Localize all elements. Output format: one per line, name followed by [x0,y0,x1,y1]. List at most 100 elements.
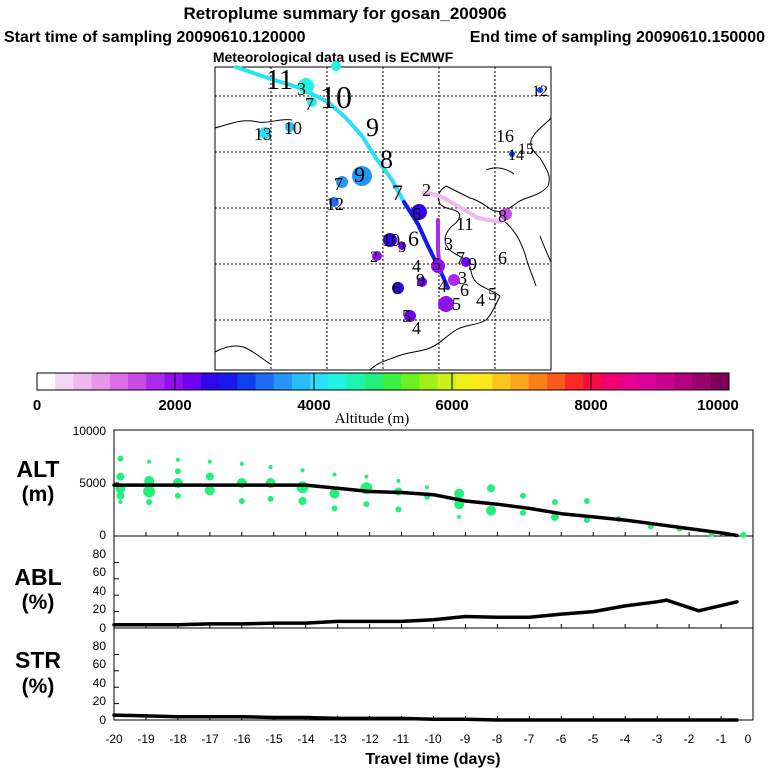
str-series-line [112,713,739,722]
map-label: 16 [496,126,514,146]
map-label: 12 [326,194,344,214]
alt-cluster-point [364,474,369,479]
abl-series-line [112,598,739,627]
alt-cluster-point [457,514,462,519]
colorbar-cell [565,373,584,390]
map-marker [298,78,314,94]
map-label: 11 [266,65,293,96]
alt-cluster-point [454,488,465,499]
map-marker [285,122,295,132]
map-marker [404,310,416,322]
alt-cluster-point [520,492,526,499]
x-tick-label: -5 [588,732,599,746]
colorbar-cell [710,373,730,390]
colorbar-cell [273,373,293,390]
colorbar-tick: 6000 [435,397,468,414]
x-tick-label: -11 [393,732,410,746]
alt-cluster-point [332,472,337,477]
x-tick-label: -17 [201,732,219,746]
y-tick-labels: 10000 5000 0 80 60 40 20 0 80 60 40 20 0 [73,424,107,727]
map-label: 10 [320,79,352,115]
colorbar-label: Altitude (m) [335,411,410,427]
map-label: 7 [305,94,314,114]
map-label: 10 [382,230,400,250]
map-marker [392,282,404,294]
map-label: 8 [380,145,393,174]
alt-cluster-point [487,484,495,493]
map-labels: 11 3 7 10 13 10 9 8 7 9 7 12 16 14 15 12… [254,65,548,338]
x-tick-label: -20 [105,732,123,746]
colorbar-cell [109,373,129,390]
alt-cluster-point [486,505,496,516]
colorbar-cell [91,373,111,390]
str-ytick: 60 [93,657,107,671]
map-marker [259,127,271,139]
map-label: 2 [422,180,431,200]
alt-series-line [112,483,739,538]
x-tick-labels: -20 -19 -18 -17 -16 -15 -14 -13 -12 -11 … [105,732,751,746]
altitude-colorbar: 0 2000 4000 6000 8000 10000 Altitude (m) [33,372,739,427]
map-label: 7 [456,248,465,268]
abl-ytick: 40 [93,584,107,598]
map-label: 4 [412,318,421,338]
map-label: 15 [518,141,534,158]
alt-ytick: 10000 [73,424,107,438]
map-label: 6 [408,226,419,251]
trajectory-line-pink [422,190,510,224]
colorbar-cell [546,373,566,390]
abl-ytick: 80 [93,547,107,561]
colorbar-cell [219,373,238,390]
alt-cluster-point [147,459,152,464]
map-marker [448,274,460,286]
alt-cluster-point [267,495,274,502]
colorbar-cell [346,373,366,390]
colorbar-cell [237,373,257,390]
x-tick-label: -13 [329,732,347,746]
map-label: 3 [297,79,306,99]
alt-cluster-point [583,517,590,524]
x-tick-label: 0 [745,732,752,746]
colorbar-cell [419,373,439,390]
colorbar-tick: 8000 [574,397,607,414]
map-label: 3 [458,268,467,288]
alt-cluster-point [143,485,156,498]
map-label: 14 [508,147,524,164]
abl-panel-frame [113,535,754,629]
map-label: 4 [476,290,485,310]
str-ytick: 40 [93,676,107,690]
colorbar-cell [528,373,548,390]
alt-panel-label: ALT [16,456,59,482]
map-marker [383,233,397,247]
x-tick-label: -9 [460,732,471,746]
colorbar-cell [291,373,311,390]
colorbar-cell [637,373,657,390]
colorbar-tick: 2000 [158,397,191,414]
alt-cluster-point [740,531,747,538]
alt-cluster-point [396,478,401,483]
str-ytick: 20 [93,694,107,708]
str-panel-unit: (%) [22,675,55,698]
start-time-text: Start time of sampling 20090610.120000 [4,29,306,46]
map-marker [537,87,543,93]
colorbar-cell [455,373,475,390]
map-label: 3 [444,234,453,254]
map-marker [417,277,427,287]
colorbar-tick: 4000 [297,397,330,414]
met-data-text: Meteorological data used is ECMWF [213,49,454,65]
colorbar-cell [437,373,457,390]
alt-cluster-point [239,461,244,466]
map-marker [411,204,427,220]
x-tick-label: -4 [620,732,631,746]
map-label: 6 [460,280,469,300]
colorbar-cell [146,373,165,390]
alt-cluster-point [146,499,153,506]
map-label: 5 [432,254,441,274]
map-gridlines [215,67,551,370]
alt-cluster-point [268,465,273,470]
map-label: 7 [392,180,403,205]
str-ytick: 80 [93,639,107,653]
map-marker [336,176,348,188]
map-label: 6 [498,248,507,268]
alt-cluster-point [551,499,558,506]
str-panel-label: STR [15,647,61,673]
